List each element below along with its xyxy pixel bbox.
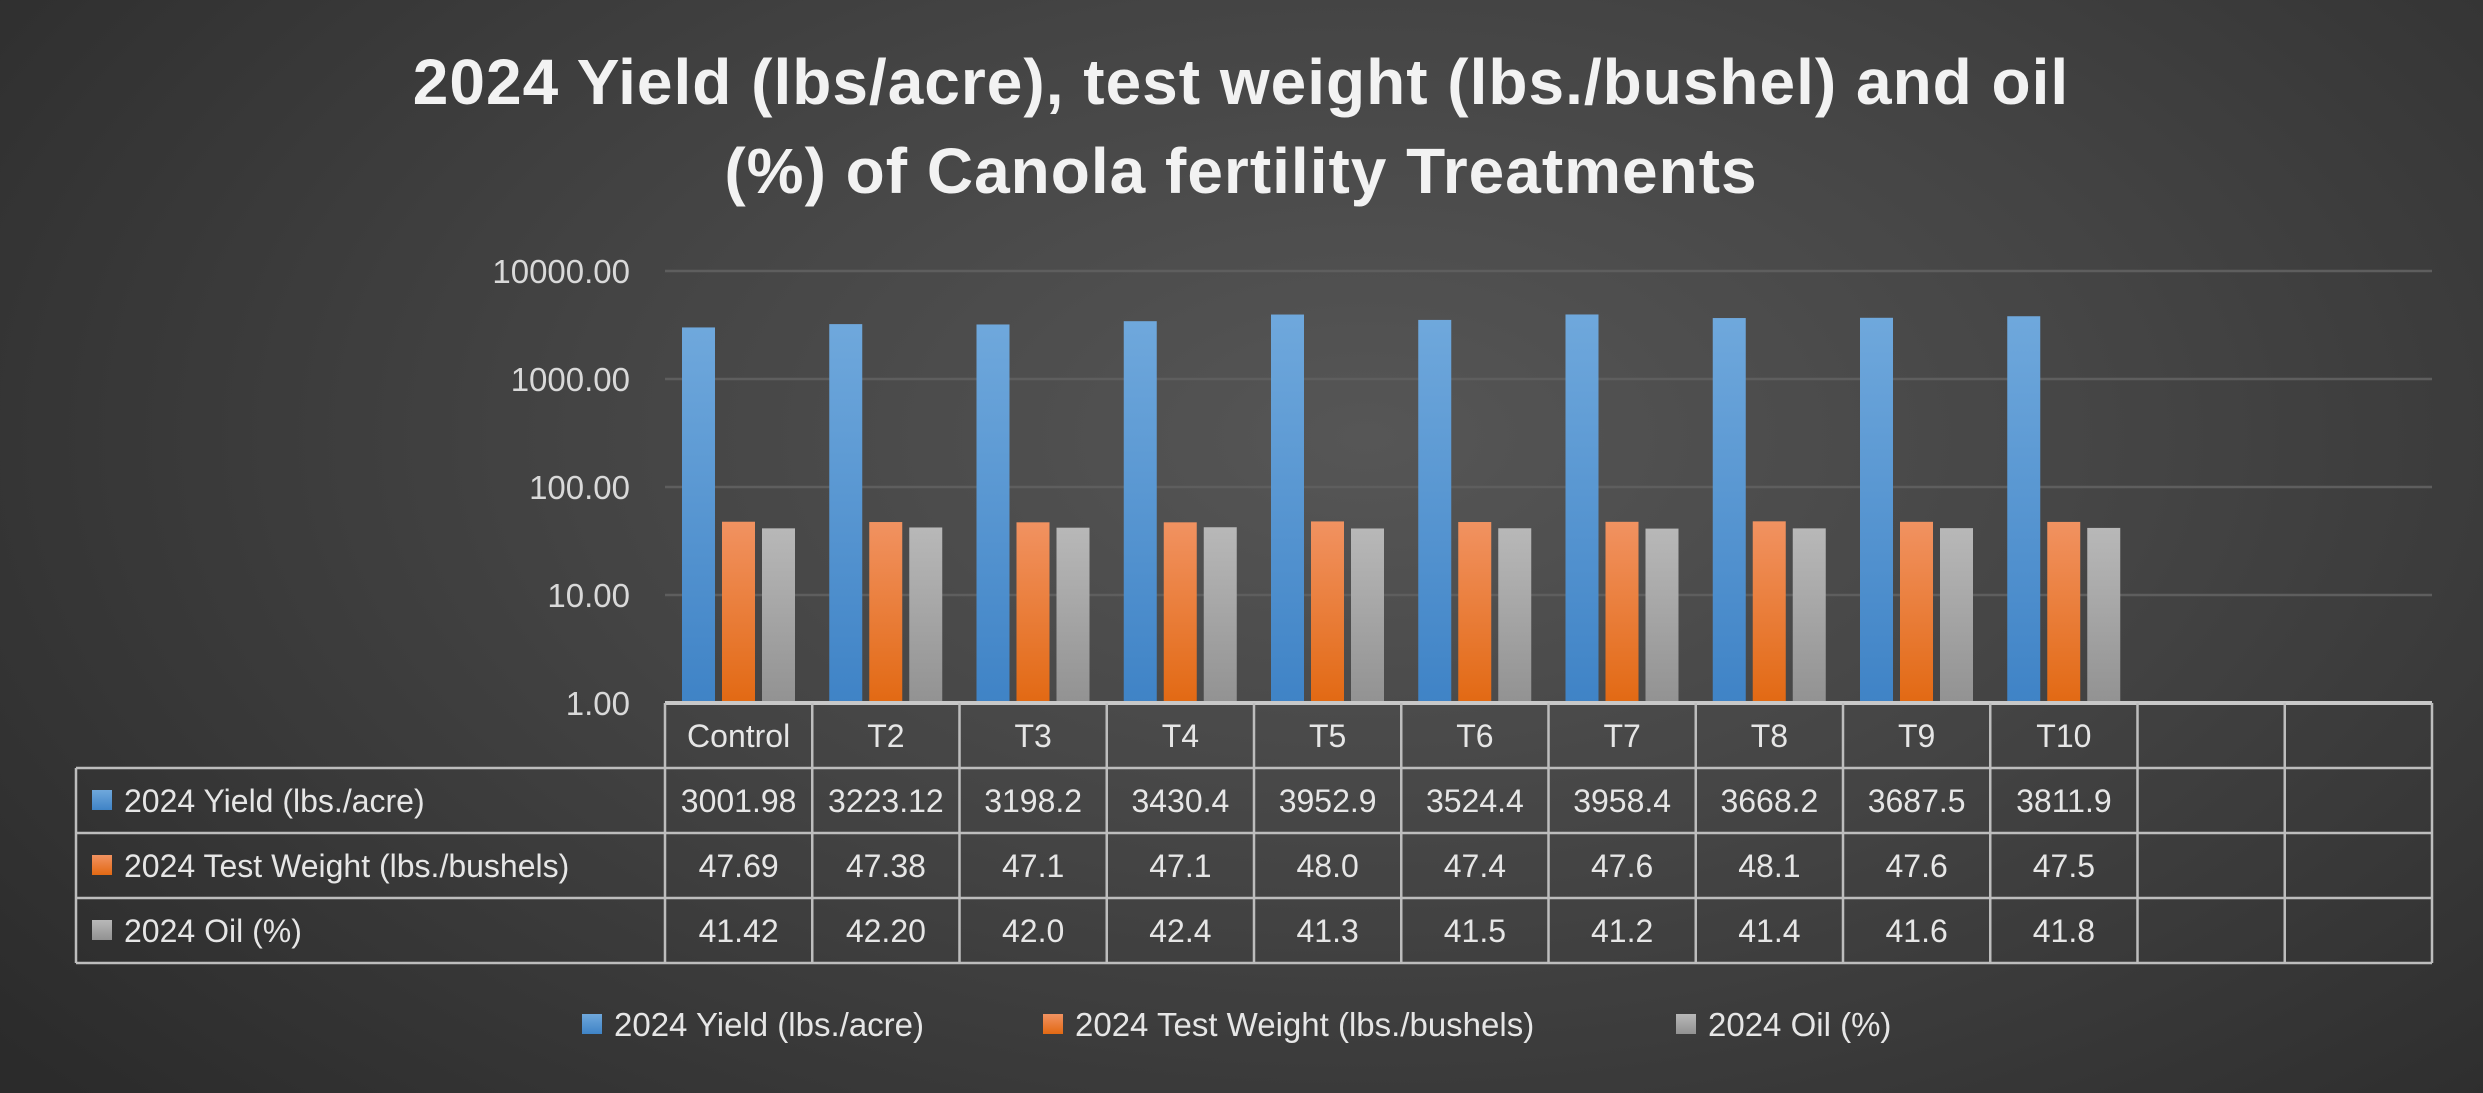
bar-2024-yield-lbs-acre--control: [682, 327, 715, 703]
bar-2024-oil--t10: [2087, 527, 2121, 703]
bar-2024-oil--t7: [1645, 528, 1679, 703]
table-cell: 47.69: [699, 848, 779, 884]
table-cell: 3223.12: [828, 783, 944, 819]
category-label: T7: [1603, 718, 1640, 754]
category-label: T6: [1456, 718, 1493, 754]
category-label: T2: [867, 718, 904, 754]
bar-2024-test-weight-lbs-bushels--t8: [1752, 521, 1786, 703]
category-label: T3: [1014, 718, 1051, 754]
bar-2024-oil--t8: [1792, 528, 1826, 703]
table-cell: 41.8: [2033, 913, 2095, 949]
legend-key-icon: [92, 790, 112, 810]
bar-2024-test-weight-lbs-bushels--t3: [1016, 522, 1050, 703]
table-cell: 3430.4: [1131, 783, 1229, 819]
table-cell: 3001.98: [681, 783, 797, 819]
table-series-label: 2024 Test Weight (lbs./bushels): [124, 848, 569, 884]
legend-key-icon: [1043, 1014, 1063, 1034]
bar-2024-test-weight-lbs-bushels--t2: [869, 522, 903, 703]
bar-2024-yield-lbs-acre--t8: [1712, 318, 1746, 703]
bar-2024-yield-lbs-acre--t7: [1565, 314, 1599, 703]
y-tick-label: 10.00: [547, 577, 630, 614]
table-cell: 48.0: [1296, 848, 1358, 884]
y-tick-label: 10000.00: [492, 253, 630, 290]
bar-2024-test-weight-lbs-bushels--t5: [1311, 521, 1344, 703]
y-tick-label: 1.00: [566, 685, 630, 722]
y-tick-label: 100.00: [529, 469, 630, 506]
bar-2024-oil--t3: [1056, 527, 1090, 703]
category-label: T8: [1751, 718, 1788, 754]
table-cell: 42.4: [1149, 913, 1211, 949]
table-cell: 41.4: [1738, 913, 1800, 949]
y-tick-label: 1000.00: [511, 361, 630, 398]
bar-2024-yield-lbs-acre--t6: [1418, 319, 1452, 703]
table-cell: 3811.9: [2016, 783, 2112, 819]
bar-2024-yield-lbs-acre--t10: [2007, 316, 2041, 703]
category-label: T4: [1162, 718, 1199, 754]
table-cell: 41.42: [699, 913, 779, 949]
bar-2024-yield-lbs-acre--t4: [1123, 321, 1157, 703]
table-cell: 47.4: [1444, 848, 1506, 884]
category-label: Control: [687, 718, 790, 754]
table-cell: 47.5: [2033, 848, 2095, 884]
bar-2024-oil--t2: [909, 527, 943, 703]
table-cell: 42.0: [1002, 913, 1064, 949]
table-cell: 47.38: [846, 848, 926, 884]
bar-2024-test-weight-lbs-bushels--t4: [1163, 522, 1197, 703]
chart-title-line-2: (%) of Canola fertility Treatments: [724, 135, 1757, 207]
category-label: T9: [1898, 718, 1935, 754]
bar-2024-yield-lbs-acre--t9: [1860, 317, 1893, 703]
table-cell: 41.3: [1296, 913, 1358, 949]
bar-2024-test-weight-lbs-bushels--t9: [1900, 521, 1933, 703]
table-cell: 47.1: [1149, 848, 1211, 884]
bar-2024-test-weight-lbs-bushels--t7: [1605, 521, 1639, 703]
table-cell: 47.6: [1591, 848, 1653, 884]
table-series-label: 2024 Yield (lbs./acre): [124, 783, 425, 819]
table-cell: 41.6: [1885, 913, 1947, 949]
table-cell: 41.2: [1591, 913, 1653, 949]
table-cell: 3198.2: [984, 783, 1082, 819]
bar-2024-oil--t9: [1940, 528, 1973, 703]
bar-2024-yield-lbs-acre--t3: [976, 324, 1010, 703]
table-cell: 47.1: [1002, 848, 1064, 884]
table-cell: 48.1: [1738, 848, 1800, 884]
bar-2024-test-weight-lbs-bushels--control: [722, 521, 755, 703]
bar-2024-oil--t6: [1498, 528, 1532, 703]
bar-2024-test-weight-lbs-bushels--t10: [2047, 521, 2081, 703]
table-cell: 3524.4: [1426, 783, 1524, 819]
bar-2024-oil--control: [762, 528, 795, 703]
table-cell: 3687.5: [1868, 783, 1966, 819]
bar-2024-test-weight-lbs-bushels--t6: [1458, 522, 1492, 703]
category-label: T5: [1309, 718, 1346, 754]
legend-key-icon: [92, 855, 112, 875]
table-series-label: 2024 Oil (%): [124, 913, 302, 949]
legend-key-icon: [582, 1014, 602, 1034]
bar-2024-yield-lbs-acre--t2: [829, 324, 863, 703]
legend-entry: 2024 Oil (%): [1708, 1006, 1891, 1043]
chart-title-line-1: 2024 Yield (lbs/acre), test weight (lbs.…: [413, 46, 2069, 118]
legend-entry: 2024 Yield (lbs./acre): [614, 1006, 924, 1043]
legend-key-icon: [92, 920, 112, 940]
legend-key-icon: [1676, 1014, 1696, 1034]
bar-2024-yield-lbs-acre--t5: [1271, 314, 1304, 703]
bar-2024-oil--t4: [1203, 527, 1237, 703]
category-label: T10: [2036, 718, 2091, 754]
legend-entry: 2024 Test Weight (lbs./bushels): [1075, 1006, 1534, 1043]
table-cell: 42.20: [846, 913, 926, 949]
table-cell: 41.5: [1444, 913, 1506, 949]
bar-2024-oil--t5: [1351, 528, 1384, 703]
table-cell: 3952.9: [1279, 783, 1377, 819]
table-cell: 47.6: [1885, 848, 1947, 884]
table-cell: 3958.4: [1573, 783, 1671, 819]
table-cell: 3668.2: [1720, 783, 1818, 819]
